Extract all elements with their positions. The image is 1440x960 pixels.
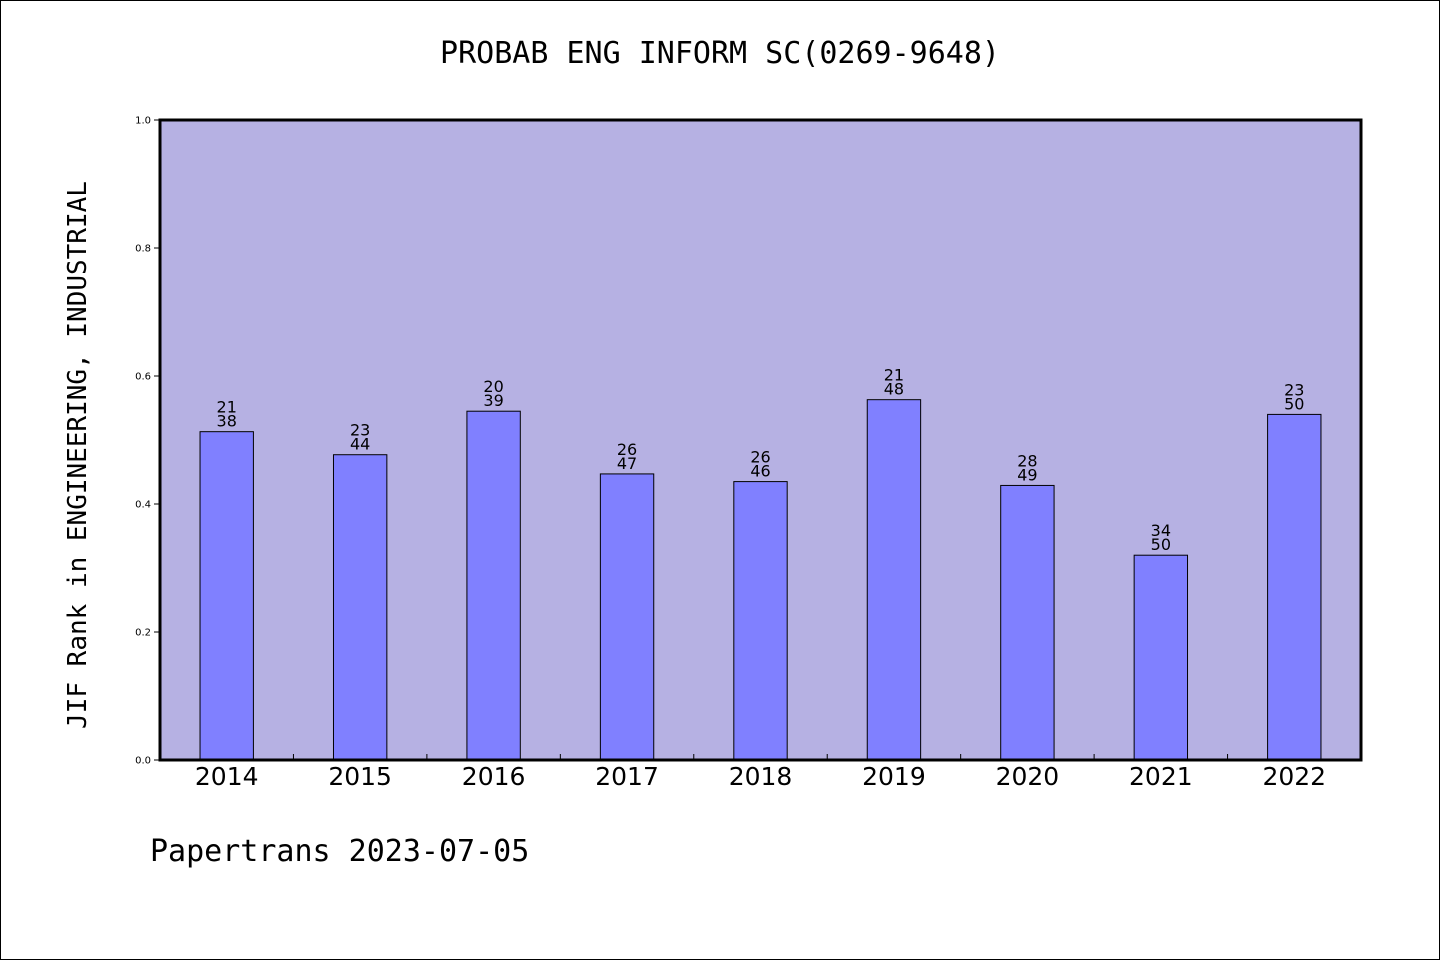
plot-border xyxy=(158,118,1363,762)
bar-total-label: 50 xyxy=(1151,535,1171,554)
bar-total-label: 46 xyxy=(750,462,770,481)
bar-rank-label: 26 xyxy=(750,448,770,467)
x-tick-label: 2019 xyxy=(862,762,926,791)
x-tick-label: 2018 xyxy=(729,762,793,791)
x-tick-label: 2022 xyxy=(1262,762,1326,791)
y-axis: 0.0 0.2 0.4 0.6 0.8 1.0 xyxy=(135,116,160,767)
bar xyxy=(1267,413,1322,761)
x-tick-label: 2021 xyxy=(1129,762,1193,791)
y-tick-label: 0.0 xyxy=(135,756,151,767)
x-tick-label: 2020 xyxy=(996,762,1060,791)
bar-rank-label: 21 xyxy=(884,366,904,385)
x-tick-label: 2016 xyxy=(462,762,526,791)
bar-total-label: 47 xyxy=(617,454,637,473)
y-tick-label: 0.6 xyxy=(135,372,151,383)
bar xyxy=(1133,554,1189,761)
x-axis: 2014 2015 2016 2017 2018 2019 2020 2021 2022 xyxy=(195,754,1326,791)
footer-credit: Papertrans 2023-07-05 xyxy=(150,834,530,869)
bar-rank-label: 20 xyxy=(483,377,503,396)
chart-title: PROBAB ENG INFORM SC(0269-9648) xyxy=(440,36,1000,71)
bar-total-label: 44 xyxy=(350,435,370,454)
y-tick-label: 0.4 xyxy=(135,500,151,511)
bar-rank-label: 23 xyxy=(350,421,370,440)
x-tick-label: 2014 xyxy=(195,762,259,791)
bar-total-label: 39 xyxy=(483,391,503,410)
bar-total-label: 50 xyxy=(1284,394,1304,413)
bar-rank-label: 34 xyxy=(1151,521,1171,540)
bar xyxy=(332,454,388,761)
bar xyxy=(599,473,655,761)
y-tick-label: 1.0 xyxy=(135,116,151,127)
bar-total-label: 38 xyxy=(217,412,237,431)
x-tick-label: 2015 xyxy=(328,762,392,791)
y-tick-label: 0.8 xyxy=(135,244,151,255)
bar-rank-label: 21 xyxy=(217,398,237,417)
bar xyxy=(866,399,922,761)
bars-group xyxy=(199,399,1322,761)
bar xyxy=(733,481,788,761)
bar-total-label: 48 xyxy=(884,380,904,399)
bar-rank-label: 28 xyxy=(1017,451,1037,470)
y-tick-label: 0.2 xyxy=(135,628,151,639)
bar-rank-label: 26 xyxy=(617,440,637,459)
bar xyxy=(1000,484,1055,761)
x-tick-label: 2017 xyxy=(595,762,659,791)
bar xyxy=(466,410,521,761)
bar-total-label: 49 xyxy=(1017,465,1037,484)
bar-rank-label: 23 xyxy=(1284,380,1304,399)
bar xyxy=(199,431,254,761)
